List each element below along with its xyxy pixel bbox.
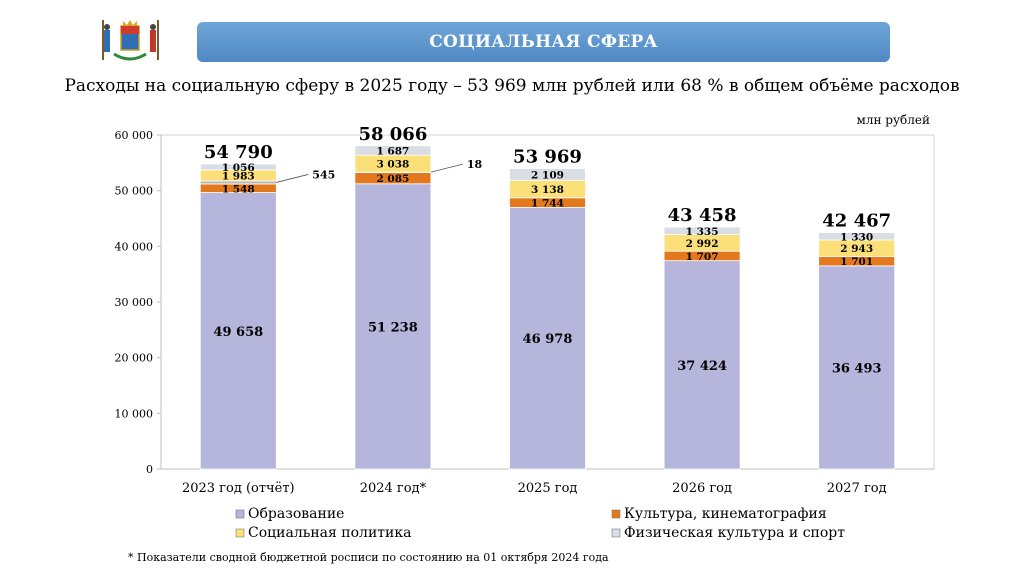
y-tick-label: 10 000 xyxy=(115,407,154,420)
bar-segment-sport xyxy=(354,145,432,156)
data-label: 3 038 xyxy=(376,159,409,171)
y-tick-label: 0 xyxy=(146,463,153,476)
legend-label: Социальная политика xyxy=(248,525,411,541)
callout-leader-line xyxy=(276,174,309,183)
section-title: СОЦИАЛЬНАЯ СФЕРА xyxy=(429,32,658,52)
total-label: 54 790 xyxy=(204,142,273,163)
legend-label: Физическая культура и спорт xyxy=(624,525,845,541)
y-tick-label: 20 000 xyxy=(115,352,154,365)
data-label: 1 056 xyxy=(222,162,255,174)
y-tick-label: 60 000 xyxy=(115,129,154,142)
bar-segment-education xyxy=(509,207,586,470)
data-label: 1 707 xyxy=(686,251,719,263)
bar-segment-education xyxy=(354,183,432,470)
data-label: 2 992 xyxy=(686,238,719,250)
data-label: 1 744 xyxy=(531,198,564,210)
total-label: 53 969 xyxy=(513,147,582,168)
data-label: 1 330 xyxy=(840,231,873,243)
data-label: 1 687 xyxy=(376,145,409,157)
data-label: 1 548 xyxy=(222,183,255,195)
footnote: * Показатели сводной бюджетной росписи п… xyxy=(128,551,609,564)
bar-segment-sport xyxy=(663,226,741,235)
bar-segment-sport xyxy=(509,168,586,181)
legend-swatch xyxy=(611,528,621,538)
x-tick-label: 2026 год xyxy=(672,481,732,496)
data-label: 37 424 xyxy=(677,359,727,374)
total-label: 43 458 xyxy=(668,205,737,226)
data-label: 1 701 xyxy=(840,256,873,268)
page-subtitle: Расходы на социальную сферу в 2025 году … xyxy=(64,76,960,96)
y-tick-label: 40 000 xyxy=(115,240,154,253)
coat-of-arms-logo xyxy=(102,20,159,61)
data-label: 51 238 xyxy=(368,320,418,335)
data-label: 36 493 xyxy=(832,361,882,376)
data-label: 2 943 xyxy=(840,243,873,255)
x-tick-label: 2027 год xyxy=(827,481,887,496)
x-axis: 2023 год (отчёт) 2024 год* 2025 год 2026 го… xyxy=(182,481,887,496)
data-label-other: 18 xyxy=(467,158,483,171)
legend-swatch xyxy=(611,509,621,519)
bar-segment-sport xyxy=(199,163,277,171)
bar-segment-sport xyxy=(818,232,896,241)
legend: Образование Культура, кинематография Социа… xyxy=(235,506,845,541)
data-label: 2 109 xyxy=(531,169,564,181)
x-tick-label: 2024 год* xyxy=(360,481,427,496)
x-tick-label: 2025 год xyxy=(518,481,578,496)
data-label-other: 545 xyxy=(312,168,335,181)
total-label: 42 467 xyxy=(822,211,891,232)
legend-swatch xyxy=(235,509,245,519)
x-tick-label: 2023 год (отчёт) xyxy=(182,481,295,496)
data-label: 1 335 xyxy=(686,226,719,238)
legend-label: Образование xyxy=(248,506,344,522)
legend-label: Культура, кинематография xyxy=(624,506,827,522)
data-label: 1 983 xyxy=(222,170,255,182)
data-label: 2 085 xyxy=(376,173,409,185)
data-label: 46 978 xyxy=(523,332,573,347)
callout-leader-line xyxy=(430,163,463,173)
y-axis: 0 10 000 20 000 30 000 40 000 50 000 60 000 xyxy=(115,129,161,476)
data-label: 49 658 xyxy=(213,325,263,340)
unit-label: млн рублей xyxy=(857,113,930,127)
total-label: 58 066 xyxy=(358,124,427,145)
legend-swatch xyxy=(235,528,245,538)
y-tick-label: 30 000 xyxy=(115,296,154,309)
data-label: 3 138 xyxy=(531,184,564,196)
bar-segment-education xyxy=(818,265,896,470)
y-tick-label: 50 000 xyxy=(115,185,154,198)
bar-segment-education xyxy=(663,260,741,470)
section-title-banner: СОЦИАЛЬНАЯ СФЕРА xyxy=(197,22,890,62)
